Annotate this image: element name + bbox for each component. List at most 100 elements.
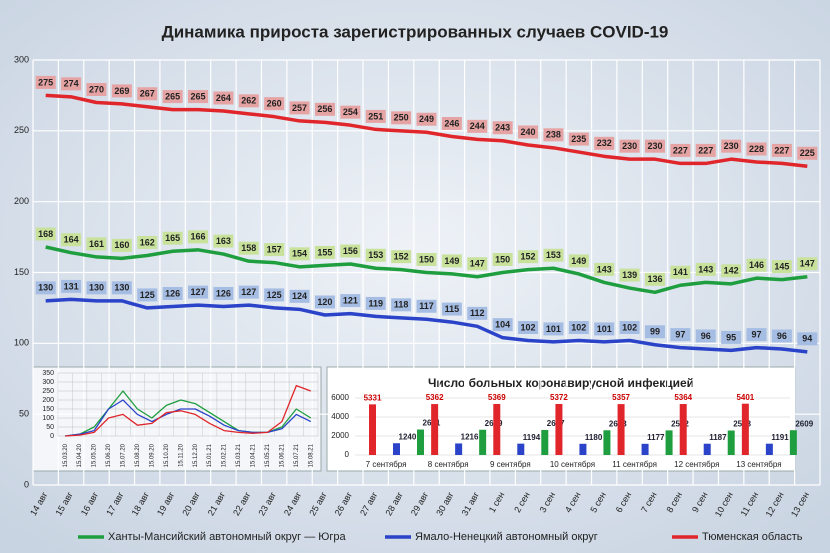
x-tick-label: 15.03.21 [236,443,242,467]
data-label: 152 [521,252,536,262]
x-tick-label: 15.01.21 [207,443,213,467]
label-box [61,233,82,247]
y-tick-label: 200 [42,397,54,404]
label-box [746,258,767,272]
x-tick-label: 8 сентября [428,460,469,469]
series-line [45,93,808,168]
x-tick-label: 9 сентября [490,460,531,469]
data-label: 264 [216,93,231,103]
data-label: 149 [444,256,459,266]
data-label: 126 [216,288,231,298]
data-label: 145 [774,261,789,271]
label-box [670,328,691,342]
data-label: 117 [419,301,434,311]
data-label: 163 [216,236,231,246]
label-box [797,146,818,160]
inset-frame [32,366,322,472]
data-label: 1216 [461,433,479,442]
label-box [644,325,665,339]
label-box [467,257,488,271]
data-label: 143 [597,264,612,274]
label-box [441,117,462,130]
data-label: 120 [317,297,332,307]
label-box [619,321,640,334]
label-box [35,281,56,295]
label-box [111,281,132,295]
data-label: 265 [191,91,206,101]
y-tick-label: 200 [14,196,29,206]
bar [765,443,773,455]
data-label: 112 [470,308,485,318]
data-label: 5362 [426,393,444,402]
data-label: 153 [368,250,383,260]
label-box [137,236,158,249]
data-label: 165 [165,233,180,243]
data-label: 101 [597,324,612,334]
data-label: 155 [317,247,332,257]
data-label: 152 [394,252,409,262]
label-box [264,97,285,111]
x-tick-label: 11 сентября [612,460,657,469]
bar [727,430,735,455]
label-box [518,321,539,334]
bar [555,403,563,455]
x-tick-label: 15.03.20 [63,443,69,467]
data-label: 125 [140,290,155,300]
data-label: 246 [444,118,459,128]
label-box [340,105,361,119]
data-label: 150 [419,254,434,264]
bar [493,403,501,455]
label-box [416,112,437,126]
label-box [314,295,335,309]
data-label: 166 [191,232,206,242]
data-label: 244 [470,121,485,131]
label-box [695,329,716,343]
data-label: 130 [38,283,53,293]
label-box [543,128,564,142]
data-label: 146 [749,260,764,270]
data-label: 249 [419,114,434,124]
label-box [213,91,234,105]
label-box [568,254,589,268]
data-label: 227 [673,145,688,155]
y-tick-label: 350 [42,370,54,377]
data-label: 269 [114,86,129,96]
bar [617,404,625,455]
label-box [771,143,792,157]
label-box [188,90,209,104]
x-tick-label: 15.08.20 [135,443,141,467]
x-tick-label: 10 сентября [550,460,595,469]
label-box [391,250,412,264]
data-label: 147 [800,259,815,269]
series-line [65,399,312,437]
data-label: 251 [368,111,383,121]
label-box [797,332,818,346]
y-tick-label: 300 [14,54,29,64]
label-box [594,322,615,336]
bar [741,403,749,455]
label-box [289,101,310,115]
x-tick-label: 15.02.21 [222,443,228,467]
x-tick-label: 13 сентября [736,460,781,469]
data-label: 101 [546,324,561,334]
label-box [695,143,716,157]
chart-title: Динамика прироста зарегистрированных слу… [162,22,669,41]
label-box [188,230,209,244]
y-tick-label: 0 [50,433,54,440]
data-label: 5372 [550,393,568,402]
label-box [721,264,742,278]
data-label: 274 [64,79,79,89]
label-box [441,254,462,268]
legend-label: Тюменская область [702,531,803,543]
x-tick-label: 15.09.20 [149,443,155,467]
series-line [45,245,808,295]
data-label: 157 [267,244,282,254]
data-label: 5331 [364,393,382,402]
label-box [518,125,539,139]
bar [641,443,649,455]
label-box [543,248,564,262]
data-label: 1177 [647,433,665,442]
label-box [467,306,488,320]
x-tick-label: 15.08.21 [308,443,314,467]
data-label: 240 [521,127,536,137]
